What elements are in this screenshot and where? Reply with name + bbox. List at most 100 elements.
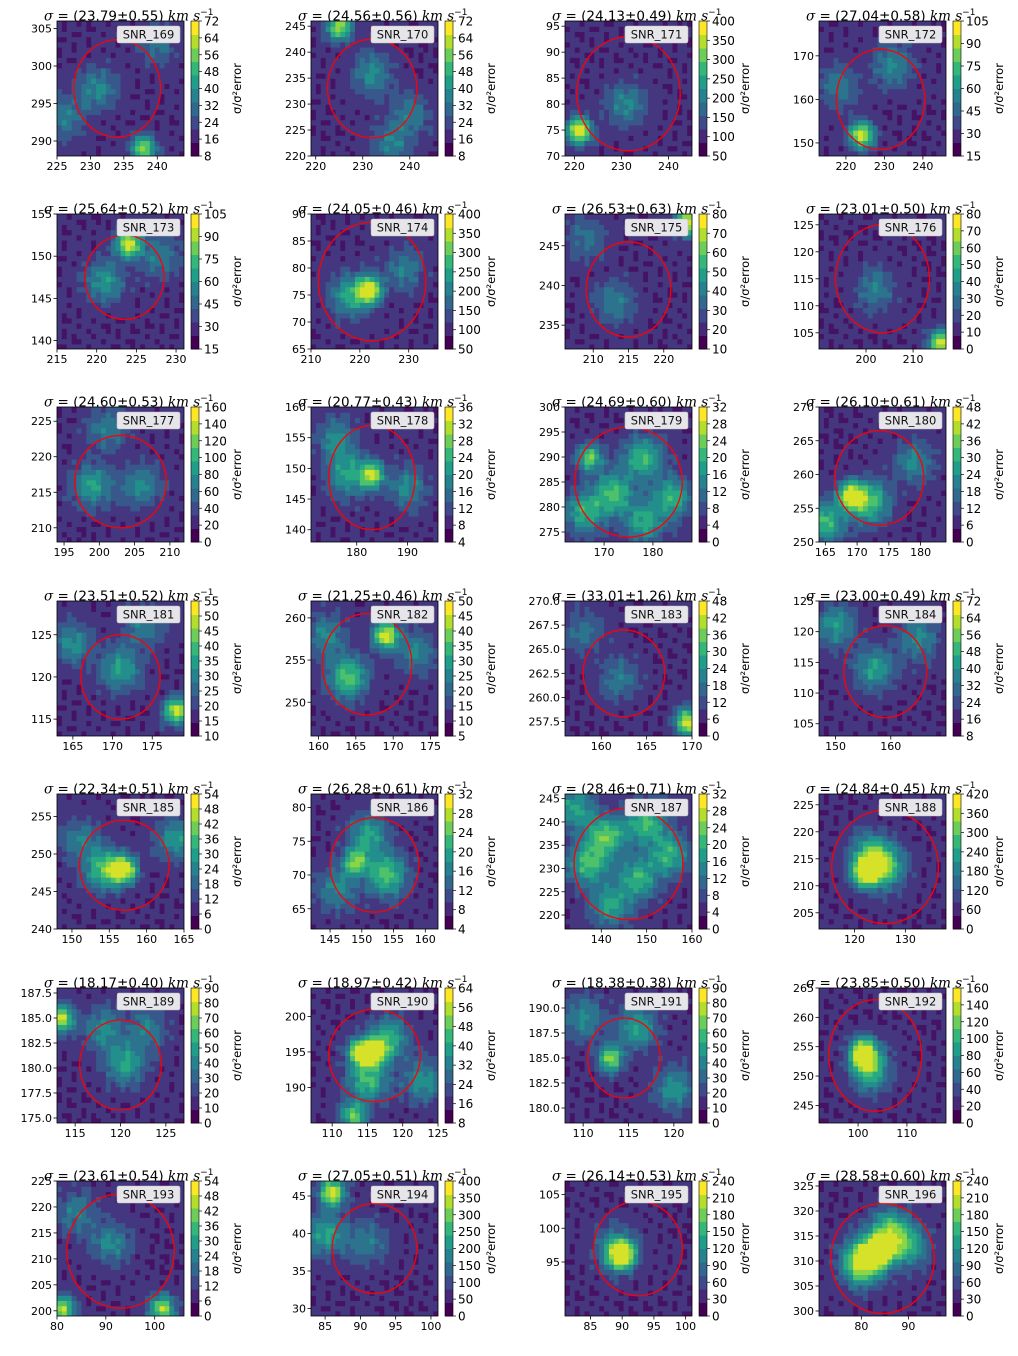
heatmap-cell <box>418 83 423 89</box>
heatmap-cell <box>819 114 824 120</box>
heatmap-cell <box>389 78 394 84</box>
heatmap-cell <box>345 219 350 225</box>
heatmap-cell <box>355 323 360 329</box>
heatmap-cell <box>829 125 834 131</box>
heatmap-cell <box>609 26 614 32</box>
heatmap-cell <box>101 31 106 37</box>
heatmap-cell <box>580 313 585 319</box>
heatmap-cell <box>135 109 140 115</box>
heatmap-cell <box>140 271 145 277</box>
heatmap-cell <box>169 333 174 339</box>
heatmap-cell <box>174 130 179 136</box>
heatmap-cell <box>91 21 96 27</box>
heatmap-cell <box>340 89 345 95</box>
heatmap-cell <box>331 282 336 288</box>
heatmap-cell <box>614 140 619 146</box>
heatmap-cell <box>135 146 140 152</box>
heatmap-cell <box>384 240 389 246</box>
x-tick-label: 220 <box>86 353 107 366</box>
y-tick-label: 150 <box>793 137 814 150</box>
heatmap-cell <box>62 47 67 53</box>
heatmap-cell <box>72 261 77 267</box>
heatmap-cell <box>335 282 340 288</box>
heatmap-cell <box>663 89 668 95</box>
heatmap-cell <box>145 94 150 100</box>
heatmap-cell <box>125 261 130 267</box>
heatmap-cell <box>96 297 101 303</box>
heatmap-cell <box>111 230 116 236</box>
heatmap-cell <box>335 21 340 27</box>
heatmap-cell <box>57 37 62 43</box>
heatmap-cell <box>922 130 927 136</box>
heatmap-cell <box>62 292 67 298</box>
heatmap-cell <box>91 230 96 236</box>
colorbar-segment <box>953 116 961 130</box>
heatmap-cell <box>629 83 634 89</box>
heatmap-cell <box>629 135 634 141</box>
heatmap-cell <box>81 328 86 334</box>
heatmap-cell <box>345 240 350 246</box>
heatmap-cell <box>658 130 663 136</box>
heatmap-cell <box>155 328 160 334</box>
heatmap-cell <box>414 282 419 288</box>
heatmap-cell <box>619 135 624 141</box>
heatmap-cell <box>150 140 155 146</box>
heatmap-cell <box>81 63 86 69</box>
heatmap-cell <box>658 282 663 288</box>
heatmap-cell <box>589 328 594 334</box>
heatmap-cell <box>350 135 355 141</box>
heatmap-cell <box>570 135 575 141</box>
heatmap-cell <box>575 266 580 272</box>
heatmap-cell <box>878 57 883 63</box>
heatmap-cell <box>116 261 121 267</box>
heatmap-cell <box>345 63 350 69</box>
heatmap-cell <box>96 47 101 53</box>
heatmap-cell <box>643 130 648 136</box>
heatmap-cell <box>370 282 375 288</box>
heatmap-cell <box>829 146 834 152</box>
heatmap-cell <box>819 57 824 63</box>
heatmap-cell <box>101 214 106 220</box>
heatmap-cell <box>589 114 594 120</box>
heatmap-cell <box>843 52 848 58</box>
heatmap-cell <box>848 99 853 105</box>
heatmap-cell <box>633 83 638 89</box>
heatmap-cell <box>604 261 609 267</box>
heatmap-cell <box>62 21 67 27</box>
heatmap-cell <box>355 250 360 256</box>
heatmap-cell <box>648 104 653 110</box>
heatmap-cell <box>394 99 399 105</box>
heatmap-cell <box>86 99 91 105</box>
heatmap-cell <box>121 146 126 152</box>
heatmap-cell <box>375 261 380 267</box>
heatmap-cell <box>653 282 658 288</box>
heatmap-cell <box>907 146 912 152</box>
heatmap-cell <box>116 256 121 262</box>
heatmap-cell <box>428 302 433 308</box>
heatmap-cell <box>160 307 165 313</box>
heatmap-cell <box>321 47 326 53</box>
heatmap-cell <box>106 214 111 220</box>
heatmap-cell <box>365 266 370 272</box>
heatmap-cell <box>174 261 179 267</box>
heatmap-cell <box>638 73 643 79</box>
heatmap-cell <box>931 125 936 131</box>
heatmap-cell <box>81 230 86 236</box>
heatmap-cell <box>653 99 658 105</box>
heatmap-cell <box>672 57 677 63</box>
heatmap-cell <box>936 135 941 141</box>
heatmap-cell <box>340 339 345 345</box>
heatmap-cell <box>135 104 140 110</box>
heatmap-cell <box>585 214 590 220</box>
heatmap-cell <box>316 63 321 69</box>
heatmap-cell <box>609 235 614 241</box>
heatmap-cell <box>150 94 155 100</box>
heatmap-cell <box>121 240 126 246</box>
heatmap-cell <box>370 57 375 63</box>
heatmap-cell <box>316 68 321 74</box>
heatmap-cell <box>936 146 941 152</box>
heatmap-cell <box>101 302 106 308</box>
heatmap-cell <box>672 333 677 339</box>
